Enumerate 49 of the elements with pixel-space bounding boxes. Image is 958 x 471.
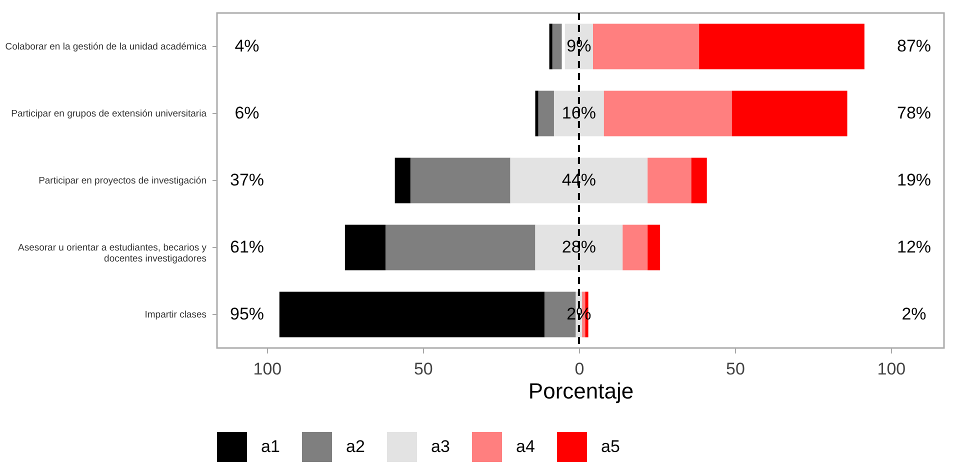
bar — [648, 224, 660, 270]
legend-label: a3 — [431, 437, 450, 456]
bar — [535, 90, 538, 136]
bar — [592, 24, 700, 70]
bar — [622, 224, 648, 270]
y-tick-label: Asesorar u orientar a estudiantes, becarios y docentes investigadores — [18, 242, 207, 264]
x-tick-label: 50 — [726, 360, 745, 378]
y-tick-label: Participar en grupos de extensión universitaria — [11, 108, 208, 120]
bar — [554, 90, 604, 136]
bar — [552, 24, 562, 70]
bar — [279, 292, 545, 338]
y-tick-label: Participar en proyectos de investigación — [38, 176, 206, 186]
annotation: 6% — [234, 104, 260, 122]
annotation: 37% — [230, 170, 264, 190]
bar — [538, 90, 554, 136]
bar — [385, 224, 536, 270]
data-label: 9% — [566, 36, 592, 56]
annotation: 19% — [896, 170, 932, 190]
annotation: 12% — [896, 238, 932, 256]
legend-label: a4 — [516, 437, 535, 456]
annotation: 61% — [230, 238, 264, 256]
annotation: 4% — [234, 36, 260, 56]
bar — [732, 90, 848, 136]
legend-label: a5 — [601, 437, 620, 456]
x-tick-label: 50 — [414, 360, 433, 378]
legend-label: a2 — [346, 437, 365, 456]
y-tick-label: Colaborar en la gestión de la unidad académica — [5, 42, 208, 52]
bar — [549, 24, 552, 70]
legend-label: a1 — [261, 437, 280, 456]
x-tick-label: 100 — [877, 360, 906, 378]
annotation: 2% — [902, 304, 926, 324]
bar — [699, 24, 864, 70]
bar — [344, 224, 386, 270]
bar — [535, 224, 623, 270]
x-tick-label: 0 — [574, 360, 584, 378]
x-tick-label: 100 — [253, 360, 282, 378]
data-label: 16% — [562, 104, 596, 122]
bar — [648, 158, 692, 204]
annotation: 78% — [896, 104, 932, 122]
y-tick-label: Impartir clases — [144, 310, 207, 320]
bar — [510, 158, 648, 204]
bar — [410, 158, 510, 204]
bar — [691, 158, 707, 204]
annotation: 95% — [230, 304, 264, 324]
bar — [394, 158, 410, 204]
x-axis-title: Porcentaje — [528, 378, 634, 404]
data-label: 44% — [562, 170, 596, 190]
annotation: 87% — [896, 36, 932, 56]
bar — [604, 90, 732, 136]
